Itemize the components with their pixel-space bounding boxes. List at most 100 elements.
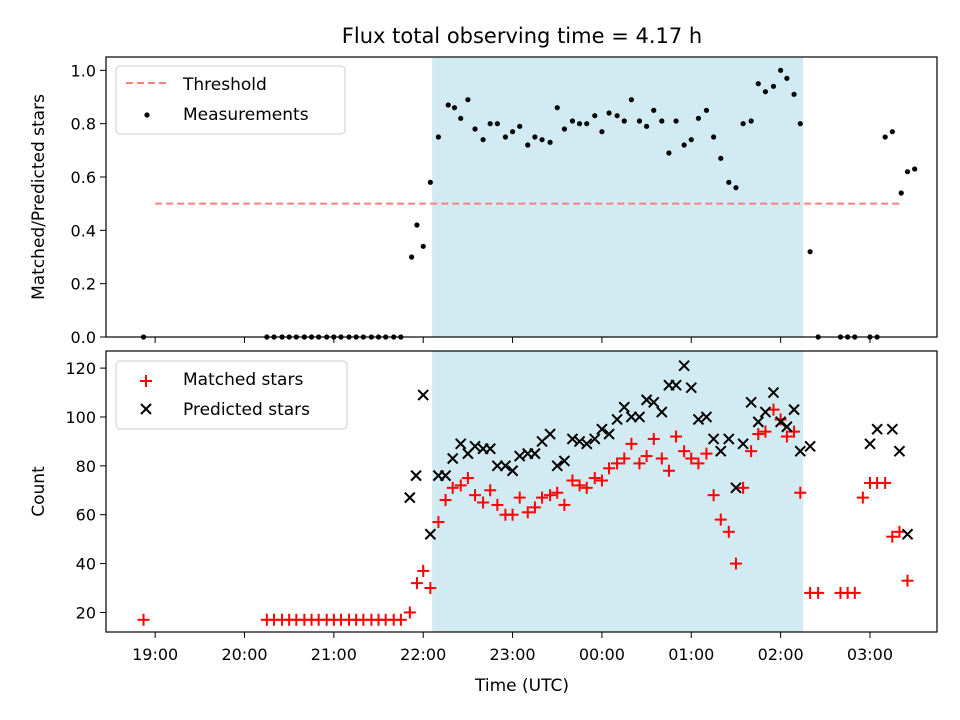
predicted-point (410, 469, 422, 482)
measurement-point (643, 123, 650, 129)
x-tick-label: 23:00 (490, 645, 536, 664)
matched-point (417, 564, 430, 577)
measurement-point (445, 102, 451, 108)
panel-ratio: 0.0 0.2 0.4 0.6 0.8 1.0 Matched/Predicted sta… (29, 56, 938, 347)
matched-point (848, 586, 861, 599)
matched-point (580, 481, 593, 494)
predicted-point (685, 381, 697, 394)
observing-window-shade (432, 351, 803, 632)
predicted-point (455, 438, 467, 450)
measurement-point (614, 113, 620, 119)
matched-stars-series (137, 403, 914, 626)
measurement-point (539, 137, 545, 143)
predicted-point (871, 423, 883, 435)
predicted-point (700, 411, 713, 423)
measurement-point (561, 126, 567, 132)
matched-point (618, 452, 631, 465)
measurement-point (592, 113, 598, 119)
matched-point (794, 486, 807, 499)
predicted-point (603, 428, 615, 440)
predicted-point (506, 465, 519, 477)
legend: Threshold Measurements (115, 65, 346, 135)
measurement-point (711, 134, 717, 140)
measurement-point (451, 105, 458, 111)
matched-point (521, 506, 534, 519)
matched-point (424, 582, 437, 595)
matched-point (528, 501, 541, 514)
matched-point (655, 452, 668, 465)
measurement-point (414, 222, 420, 228)
matched-point (461, 472, 474, 485)
measurement-point (584, 121, 590, 127)
predicted-point (439, 469, 452, 482)
matched-point (745, 445, 758, 458)
matched-point (477, 496, 490, 509)
x-axis-ticks: 19:00 20:00 21:00 22:00 23:00 00:00 01:00 02:00… (132, 632, 893, 664)
x-tick-label: 19:00 (132, 645, 178, 664)
predicted-point (788, 403, 800, 416)
predicted-point (529, 447, 541, 460)
matched-point (454, 479, 467, 492)
measurement-point (666, 150, 672, 156)
predicted-point (581, 438, 593, 450)
x-tick-label: 01:00 (668, 645, 714, 664)
predicted-point (589, 433, 601, 445)
measurement-point (509, 129, 516, 135)
measurement-point (755, 81, 761, 87)
x-tick-label: 20:00 (221, 645, 267, 664)
predicted-point (558, 455, 571, 467)
y-tick-label: 100 (65, 408, 96, 427)
y-tick-label: 80 (76, 457, 96, 476)
matched-point (551, 486, 564, 499)
legend: Matched stars Predicted stars (115, 360, 348, 430)
y-tick-label: 0.6 (71, 168, 96, 187)
measurement-point (898, 190, 904, 196)
matched-point (536, 491, 549, 504)
measurement-point (681, 142, 687, 148)
y-tick-label: 0.4 (71, 221, 96, 240)
matched-point (707, 489, 720, 502)
measurement-point (695, 115, 702, 121)
matched-point (700, 447, 713, 460)
predicted-point (759, 406, 772, 418)
measurement-point (762, 89, 769, 95)
matched-point (469, 489, 482, 502)
matched-point (640, 450, 653, 463)
matched-point (788, 425, 801, 438)
matched-point (886, 530, 899, 543)
predicted-point (417, 389, 429, 401)
predicted-point (484, 443, 496, 455)
matched-point (633, 457, 646, 470)
predicted-point (745, 396, 757, 409)
predicted-point (670, 379, 682, 391)
measurement-point (904, 169, 911, 175)
matched-point (491, 498, 504, 511)
matched-point (410, 577, 423, 590)
measurement-point (621, 118, 627, 124)
matched-point (685, 452, 698, 465)
predicted-point (678, 359, 690, 372)
matched-point (588, 472, 601, 485)
y-tick-label: 1.0 (71, 61, 96, 80)
matched-point (767, 403, 780, 416)
measurement-point (718, 155, 724, 161)
predicted-point (656, 406, 668, 418)
legend-measurements-swatch (144, 112, 150, 118)
matched-point (394, 613, 407, 626)
matched-point (403, 606, 416, 619)
matched-point (595, 474, 608, 487)
measurement-point (487, 121, 493, 127)
legend-predicted-swatch (140, 403, 152, 415)
panel-frame (105, 350, 938, 633)
matched-point (774, 413, 787, 426)
y-tick-label: 40 (76, 555, 96, 574)
matched-point (566, 474, 579, 487)
predicted-point (715, 445, 727, 457)
predicted-point (781, 421, 793, 433)
measurement-point (465, 97, 471, 103)
predicted-point (424, 528, 437, 540)
predicted-point (566, 433, 579, 445)
measurements-series (140, 67, 918, 340)
measurement-point (554, 105, 560, 111)
